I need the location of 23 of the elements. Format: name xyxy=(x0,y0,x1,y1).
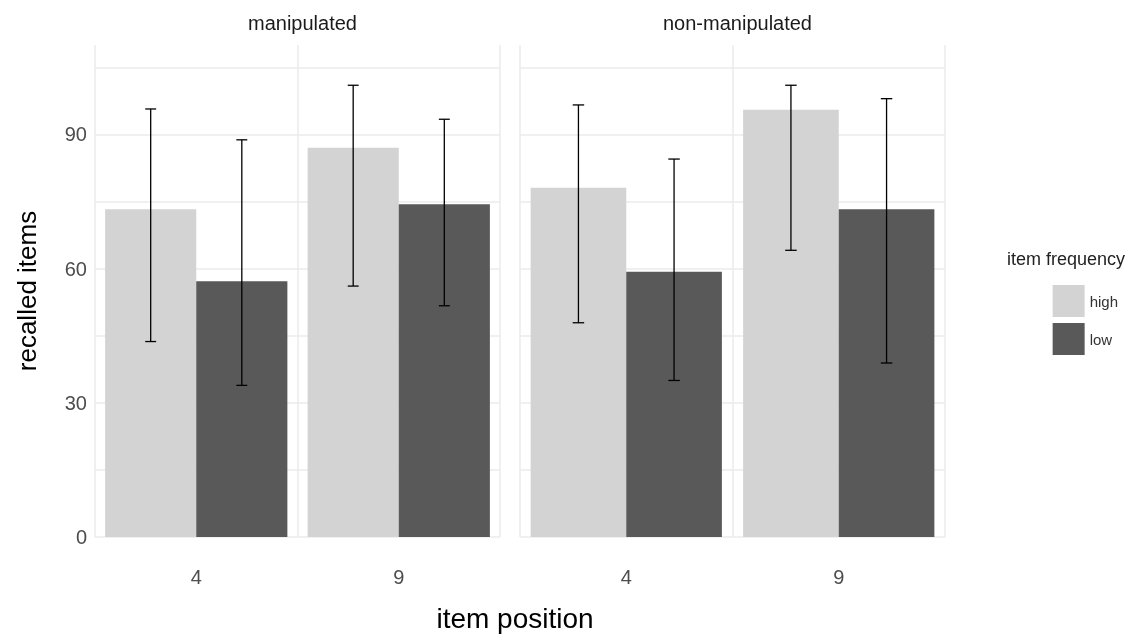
bar xyxy=(398,204,490,537)
x-tick-label: 4 xyxy=(190,566,202,588)
bar xyxy=(626,271,722,537)
y-tick-label: 0 xyxy=(75,526,87,548)
x-axis-title: item position xyxy=(435,602,595,636)
x-tick-label: 9 xyxy=(833,566,845,588)
bar xyxy=(105,209,197,537)
bar xyxy=(838,209,935,537)
y-axis-title: recalled items xyxy=(12,210,42,372)
y-tick-label: 60 xyxy=(64,257,87,280)
bar xyxy=(307,147,399,537)
chart-title: manipulated xyxy=(248,12,357,34)
legend-label: high xyxy=(1089,292,1118,310)
y-tick-label: 90 xyxy=(64,123,87,146)
bar xyxy=(530,187,627,537)
x-tick-label: 9 xyxy=(393,566,405,588)
bar xyxy=(196,281,288,537)
bar xyxy=(743,109,839,537)
x-tick-label: 4 xyxy=(620,566,632,588)
y-tick-label: 30 xyxy=(64,391,87,414)
legend-title: item frequency xyxy=(1006,249,1126,269)
chart-title: non-manipulated xyxy=(663,12,812,34)
legend-label: low xyxy=(1089,330,1113,348)
